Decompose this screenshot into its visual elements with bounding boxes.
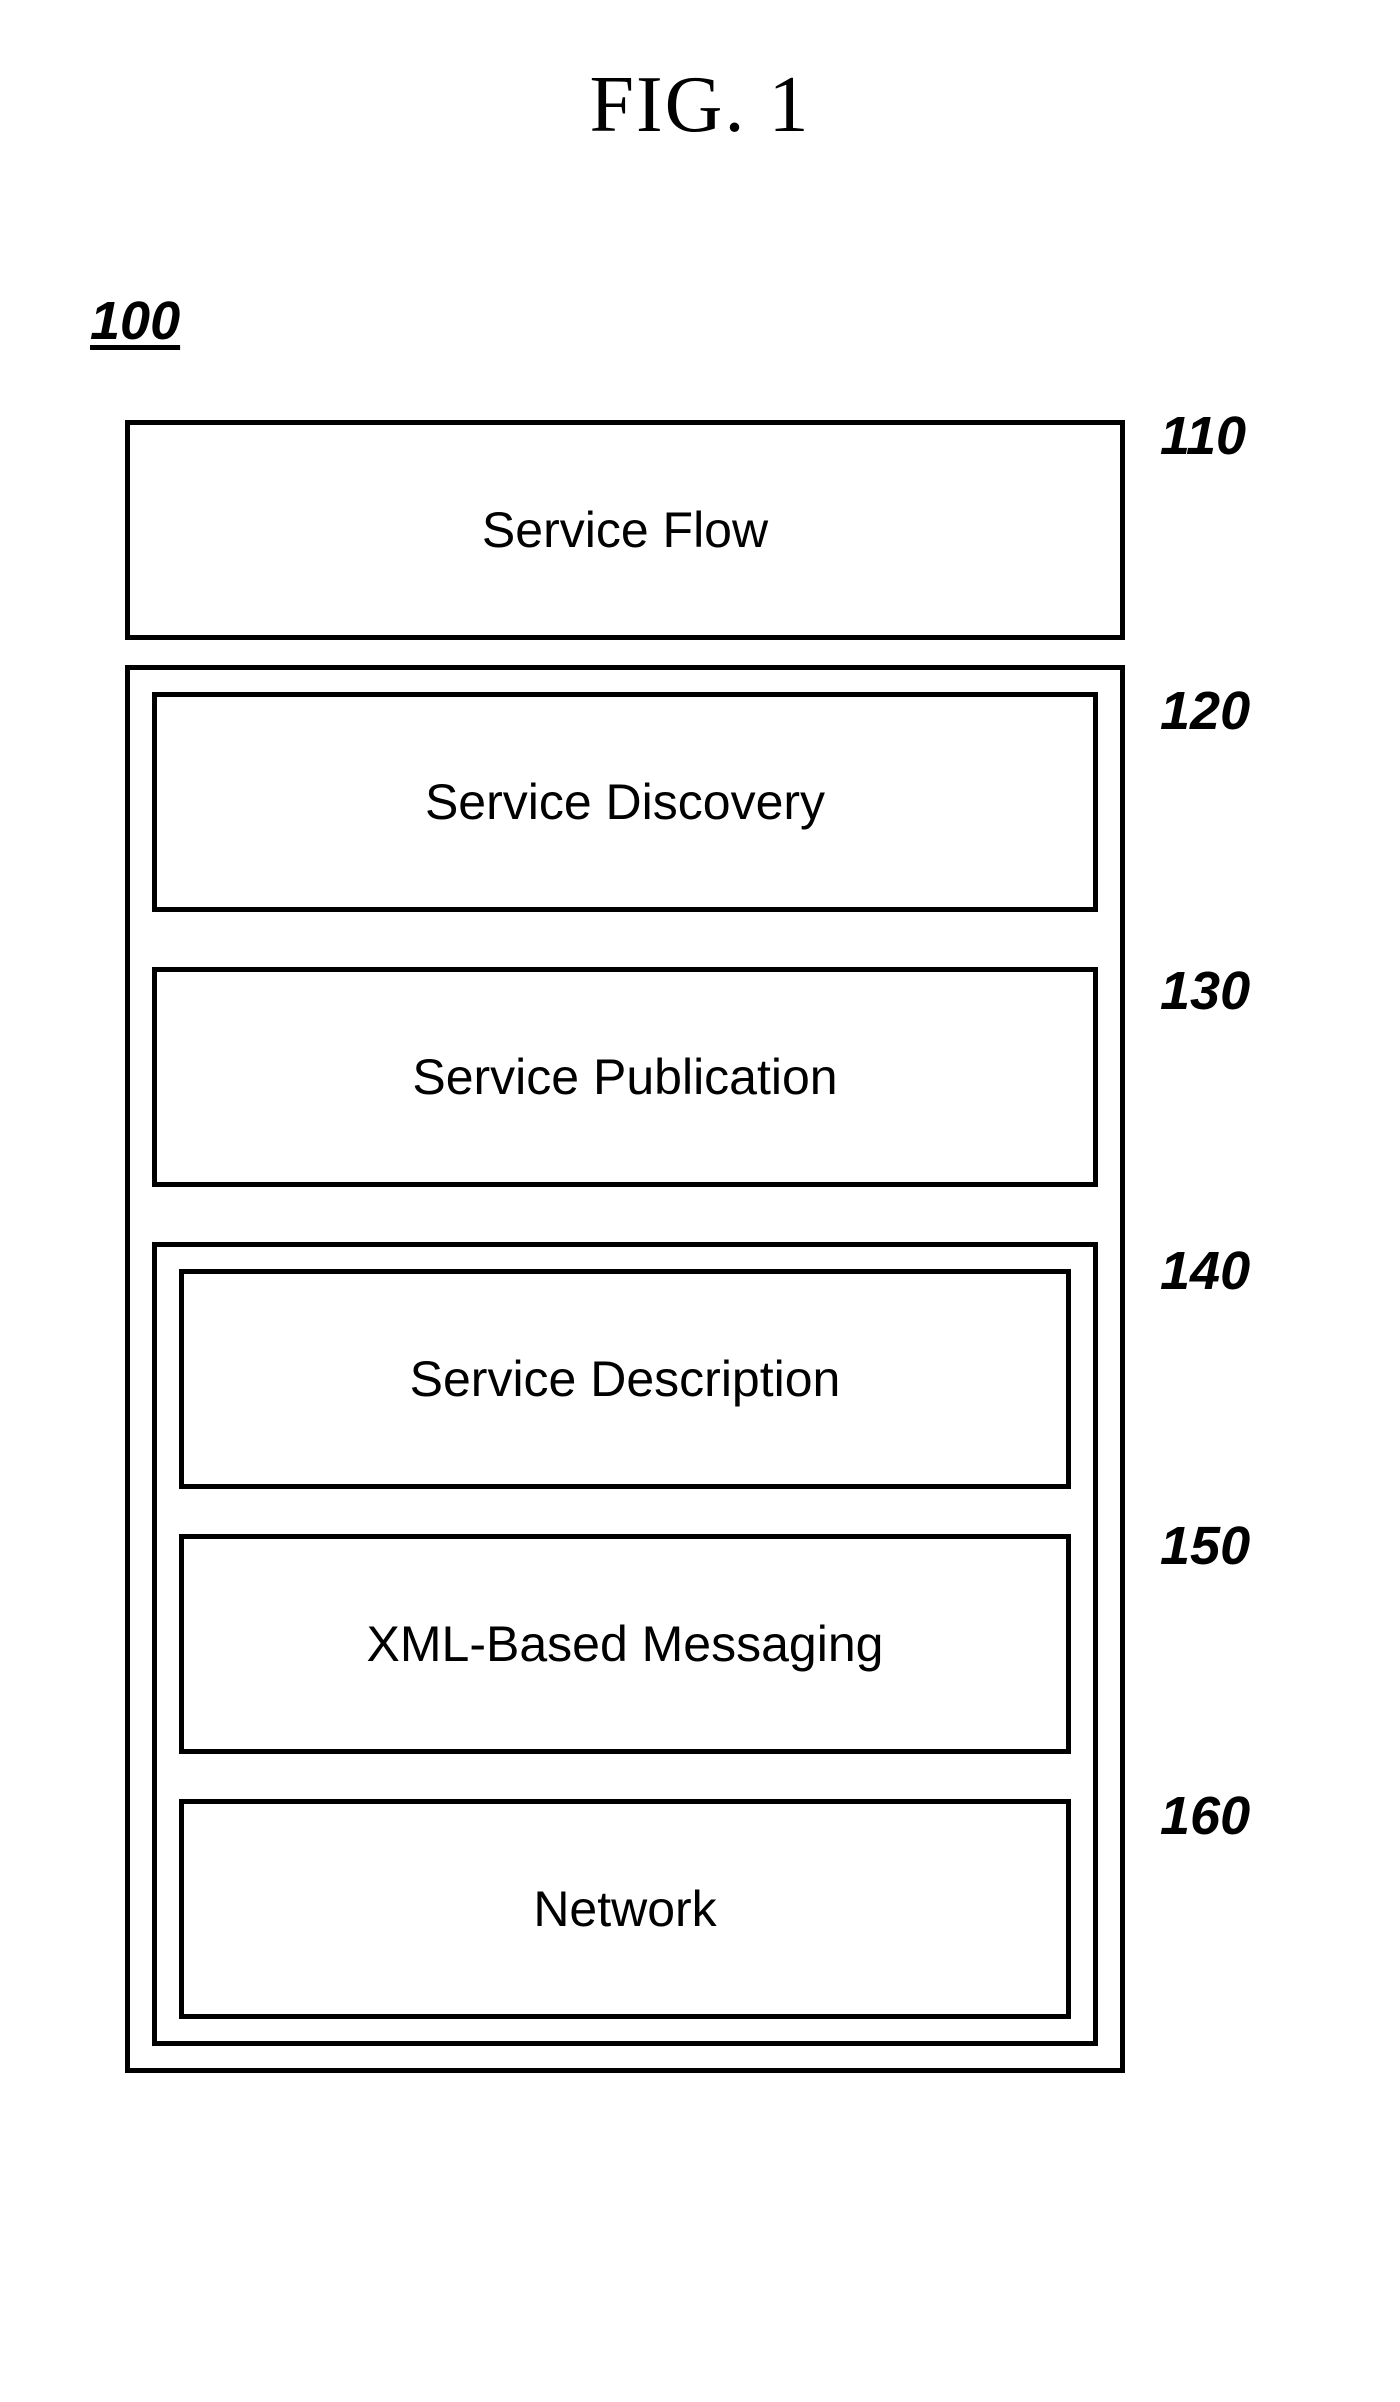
ref-120: 120 — [1160, 680, 1250, 742]
spacer — [152, 1187, 1098, 1242]
ref-160: 160 — [1160, 1785, 1250, 1847]
spacer — [179, 1754, 1071, 1799]
layer-network-label: Network — [533, 1880, 716, 1938]
figure-title: FIG. 1 — [0, 60, 1400, 151]
layer-xml-messaging: XML-Based Messaging — [179, 1534, 1071, 1754]
spacer — [152, 912, 1098, 967]
layer-service-description-label: Service Description — [410, 1350, 841, 1408]
layer-stack: Service Flow Service Discovery Service P… — [125, 420, 1125, 2073]
layer-service-publication: Service Publication — [152, 967, 1098, 1187]
layer-service-publication-label: Service Publication — [412, 1048, 837, 1106]
layer-service-description: Service Description — [179, 1269, 1071, 1489]
layer-service-flow-label: Service Flow — [482, 501, 768, 559]
layer-group-outer: Service Discovery Service Publication Se… — [125, 665, 1125, 2073]
layer-network: Network — [179, 1799, 1071, 2019]
layer-service-flow: Service Flow — [125, 420, 1125, 640]
layer-service-discovery-label: Service Discovery — [425, 773, 825, 831]
layer-group-inner: Service Description XML-Based Messaging … — [152, 1242, 1098, 2046]
ref-stack-label: 100 — [90, 290, 180, 352]
ref-130: 130 — [1160, 960, 1250, 1022]
layer-xml-messaging-label: XML-Based Messaging — [367, 1615, 884, 1673]
ref-110: 110 — [1160, 405, 1246, 467]
ref-150: 150 — [1160, 1515, 1250, 1577]
layer-service-discovery: Service Discovery — [152, 692, 1098, 912]
spacer — [179, 1489, 1071, 1534]
figure-page: FIG. 1 100 Service Flow Service Discover… — [0, 0, 1400, 2402]
ref-140: 140 — [1160, 1240, 1250, 1302]
